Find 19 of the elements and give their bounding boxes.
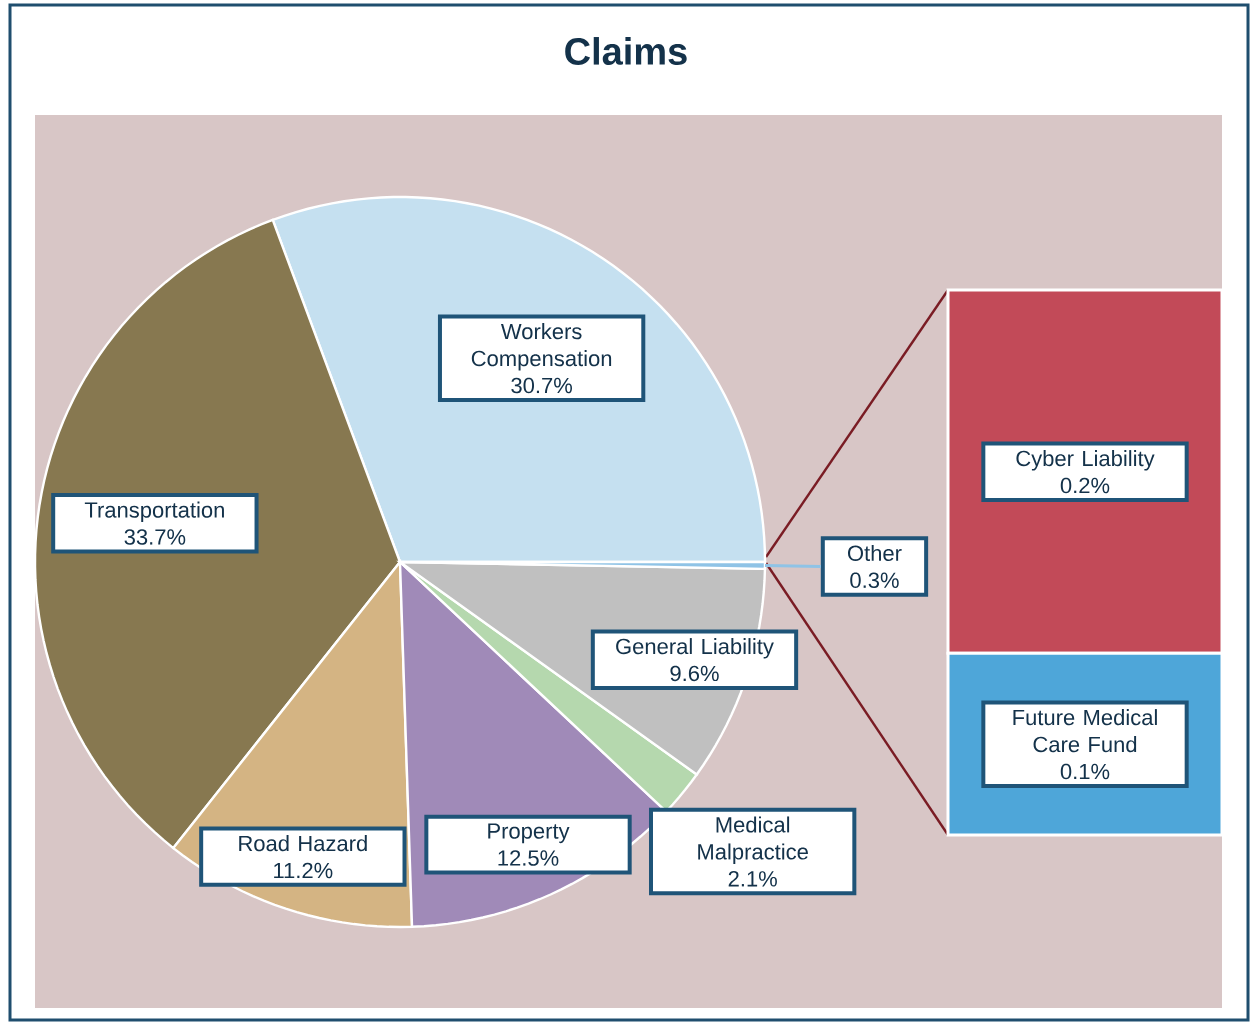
slice-label: Road Hazard <box>239 835 367 852</box>
data-label: 11.2% <box>274 862 333 879</box>
data-label: 9.6% <box>670 665 719 682</box>
data-label: 0.3% <box>850 572 899 589</box>
data-label: 0.2% <box>1060 477 1110 494</box>
slice-label: Workers Compensation <box>471 323 612 371</box>
slice-label: Transportation <box>84 501 224 523</box>
series-label: Cyber Liability <box>1016 450 1155 471</box>
legend-label: Other <box>848 544 902 562</box>
data-label: 2.1% <box>728 871 777 887</box>
series-label: Future Medical Care Fund <box>1013 709 1157 753</box>
data-label: 12.5% <box>498 850 559 866</box>
chart-title: Claims <box>565 37 687 65</box>
data-label: 30.7% <box>511 377 572 394</box>
slice-label: Property <box>488 823 570 844</box>
data-label: 0.1% <box>1060 763 1110 780</box>
data-label: 33.7% <box>124 529 186 545</box>
slice-label: General Liability <box>616 638 774 659</box>
slice-label: Medical Malpractice <box>698 816 808 864</box>
